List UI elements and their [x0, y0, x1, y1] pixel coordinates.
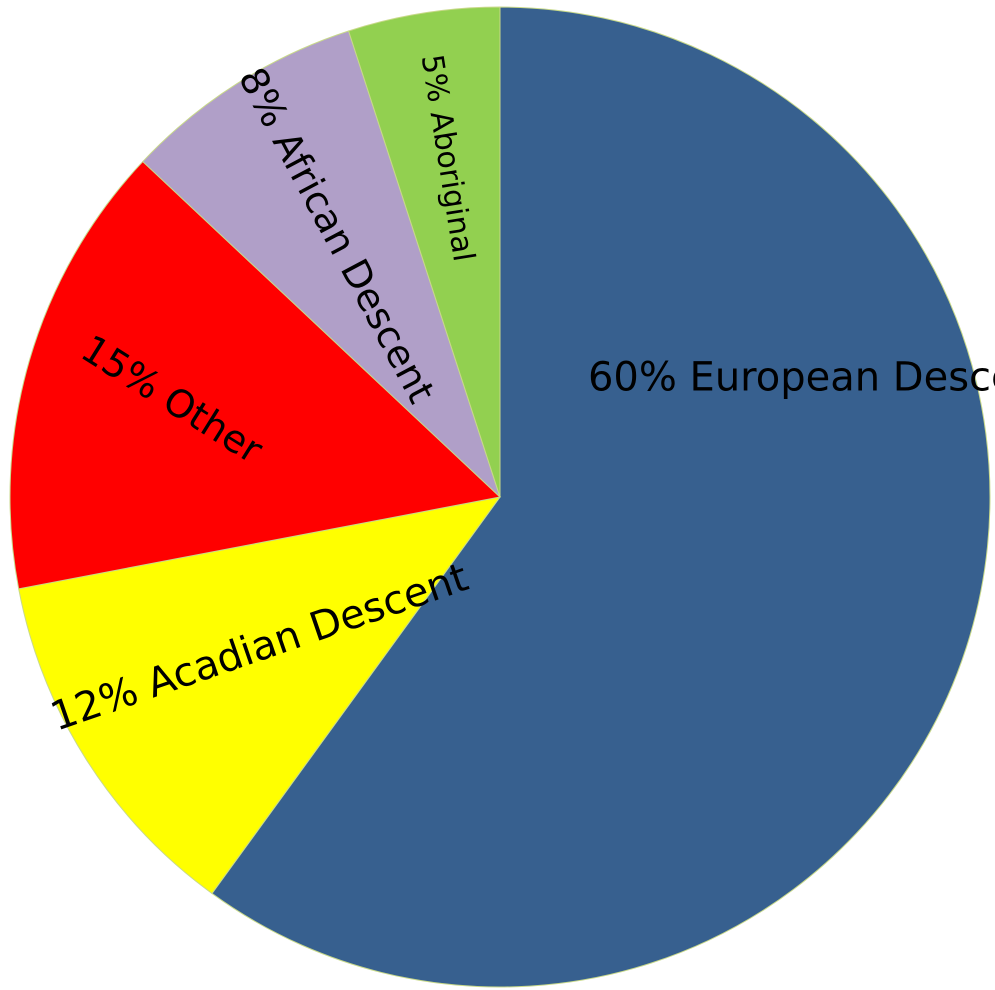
pie-slice-2	[9, 160, 502, 590]
pie-label-0: 60% European Descent	[588, 355, 995, 401]
pie-slice-3	[142, 30, 501, 498]
pie-slices	[9, 6, 991, 988]
pie-slice-4	[347, 6, 501, 498]
pie-slice-0	[211, 6, 991, 988]
pie-slice-1	[18, 496, 502, 895]
